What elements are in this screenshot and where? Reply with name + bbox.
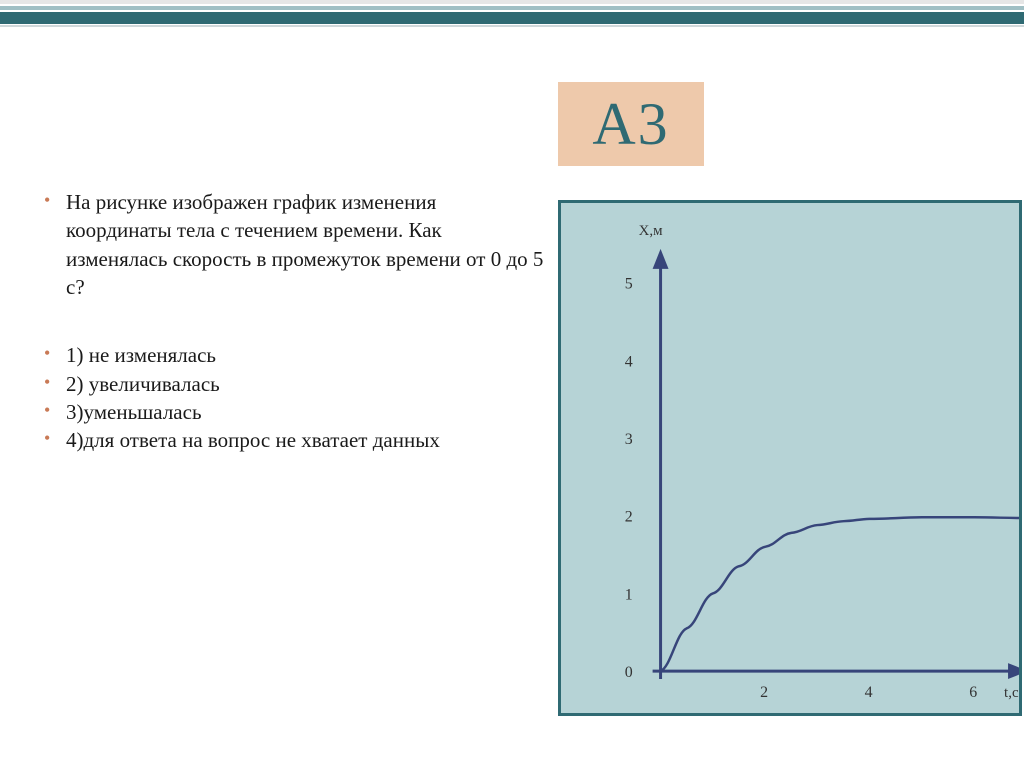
y-tick-label: 1 (625, 586, 633, 603)
y-axis-arrow (653, 249, 669, 269)
decor-bar-3 (0, 12, 1024, 24)
y-tick-label: 3 (625, 431, 633, 448)
y-axis-label: Х,м (639, 223, 664, 239)
question-block: На рисунке изображен график изменения ко… (36, 188, 546, 455)
answer-option-3: 3)уменьшалась (36, 398, 546, 426)
question-badge: А3 (558, 82, 704, 166)
x-tick-label: 4 (865, 684, 873, 701)
question-badge-text: А3 (592, 90, 669, 159)
y-tick-label: 4 (625, 353, 633, 370)
x-tick-label: 2 (760, 684, 768, 701)
question-list: На рисунке изображен график изменения ко… (36, 188, 546, 455)
answer-option-1: 1) не изменялась (36, 341, 546, 369)
question-prompt: На рисунке изображен график изменения ко… (36, 188, 546, 301)
curve (661, 517, 1019, 671)
y-tick-label: 5 (625, 276, 633, 293)
decor-bar-2 (0, 6, 1024, 10)
x-axis-label: t,с (1004, 685, 1019, 701)
decor-bar-1 (0, 0, 1024, 4)
decor-bar-4 (0, 25, 1024, 27)
y-tick-label: 0 (625, 664, 633, 681)
x-tick-label: 6 (969, 684, 977, 701)
chart-panel: 0 1 2 3 4 5 2 4 6 Х,м t,с (558, 200, 1022, 716)
chart-svg: 0 1 2 3 4 5 2 4 6 Х,м t,с (561, 203, 1019, 713)
answer-option-2: 2) увеличивалась (36, 370, 546, 398)
answer-option-4: 4)для ответа на вопрос не хватает данных (36, 426, 546, 454)
x-axis-arrow (1008, 663, 1019, 679)
header-decor (0, 0, 1024, 27)
y-tick-label: 2 (625, 509, 633, 526)
